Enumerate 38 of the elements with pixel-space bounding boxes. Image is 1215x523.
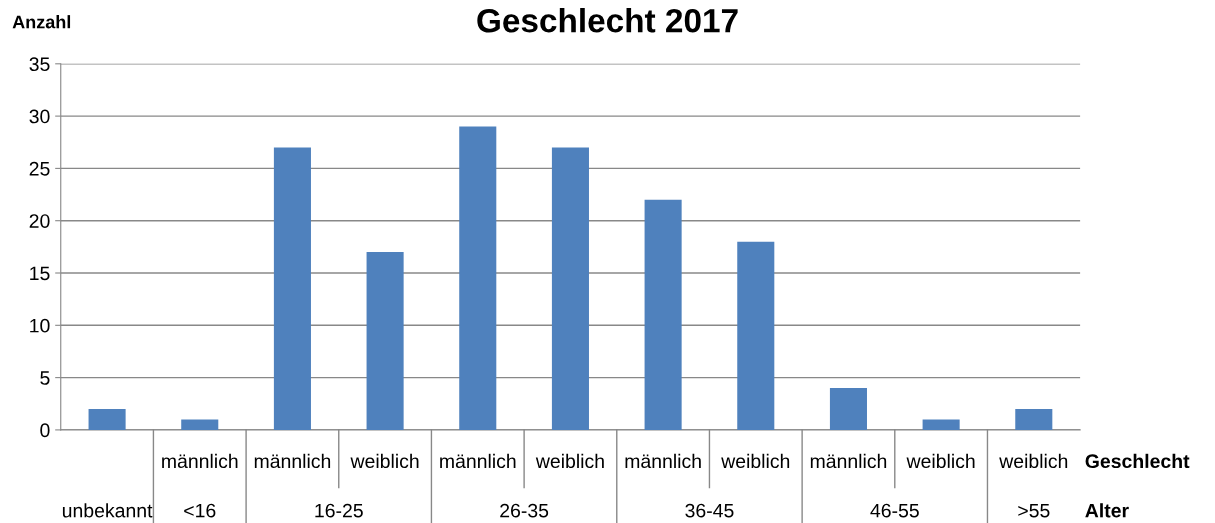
x-tick-label: 46-55	[870, 503, 919, 518]
series-label: männlich	[810, 453, 887, 469]
y-tick-label: 20	[29, 214, 50, 228]
x-tick-label: unbekannt	[62, 503, 153, 518]
text: männlich	[162, 453, 238, 469]
y-tick-label: 5	[40, 371, 50, 385]
x-tick-label: >55	[1018, 503, 1050, 518]
y-tick-label: 35	[29, 57, 50, 72]
y-tick-label: 0	[40, 423, 50, 438]
bar	[273, 147, 311, 430]
y-tick-label: 10	[30, 318, 50, 333]
text: weiblich	[999, 453, 1068, 469]
text: Geschlecht	[1085, 453, 1190, 469]
text: männlich	[440, 453, 516, 469]
text: weiblich	[721, 453, 790, 469]
bar	[459, 126, 497, 430]
y-tick-label: 15	[30, 266, 50, 281]
bar	[88, 408, 126, 430]
x-tick-label: <16	[184, 503, 216, 518]
bar	[737, 241, 775, 430]
text: weiblich	[350, 453, 419, 469]
text: Alter	[1085, 503, 1129, 518]
y-tick-label: 30	[29, 109, 50, 124]
y-tick-label: 25	[29, 161, 50, 176]
bar	[644, 199, 682, 430]
x-tick-label: 26-35	[500, 503, 549, 518]
bar	[829, 388, 867, 430]
chart-title: Geschlecht 2017	[477, 8, 738, 33]
text: weiblich	[906, 453, 975, 469]
x-tick-label: 36-45	[685, 503, 734, 518]
bar	[551, 147, 589, 430]
y-axis-title: Anzahl	[12, 15, 71, 29]
text: männlich	[625, 453, 701, 469]
series-label: weiblich	[535, 453, 604, 469]
text: männlich	[254, 453, 331, 469]
x-tick-label: 16-25	[315, 503, 363, 518]
bar	[922, 419, 960, 430]
bar	[366, 252, 404, 430]
